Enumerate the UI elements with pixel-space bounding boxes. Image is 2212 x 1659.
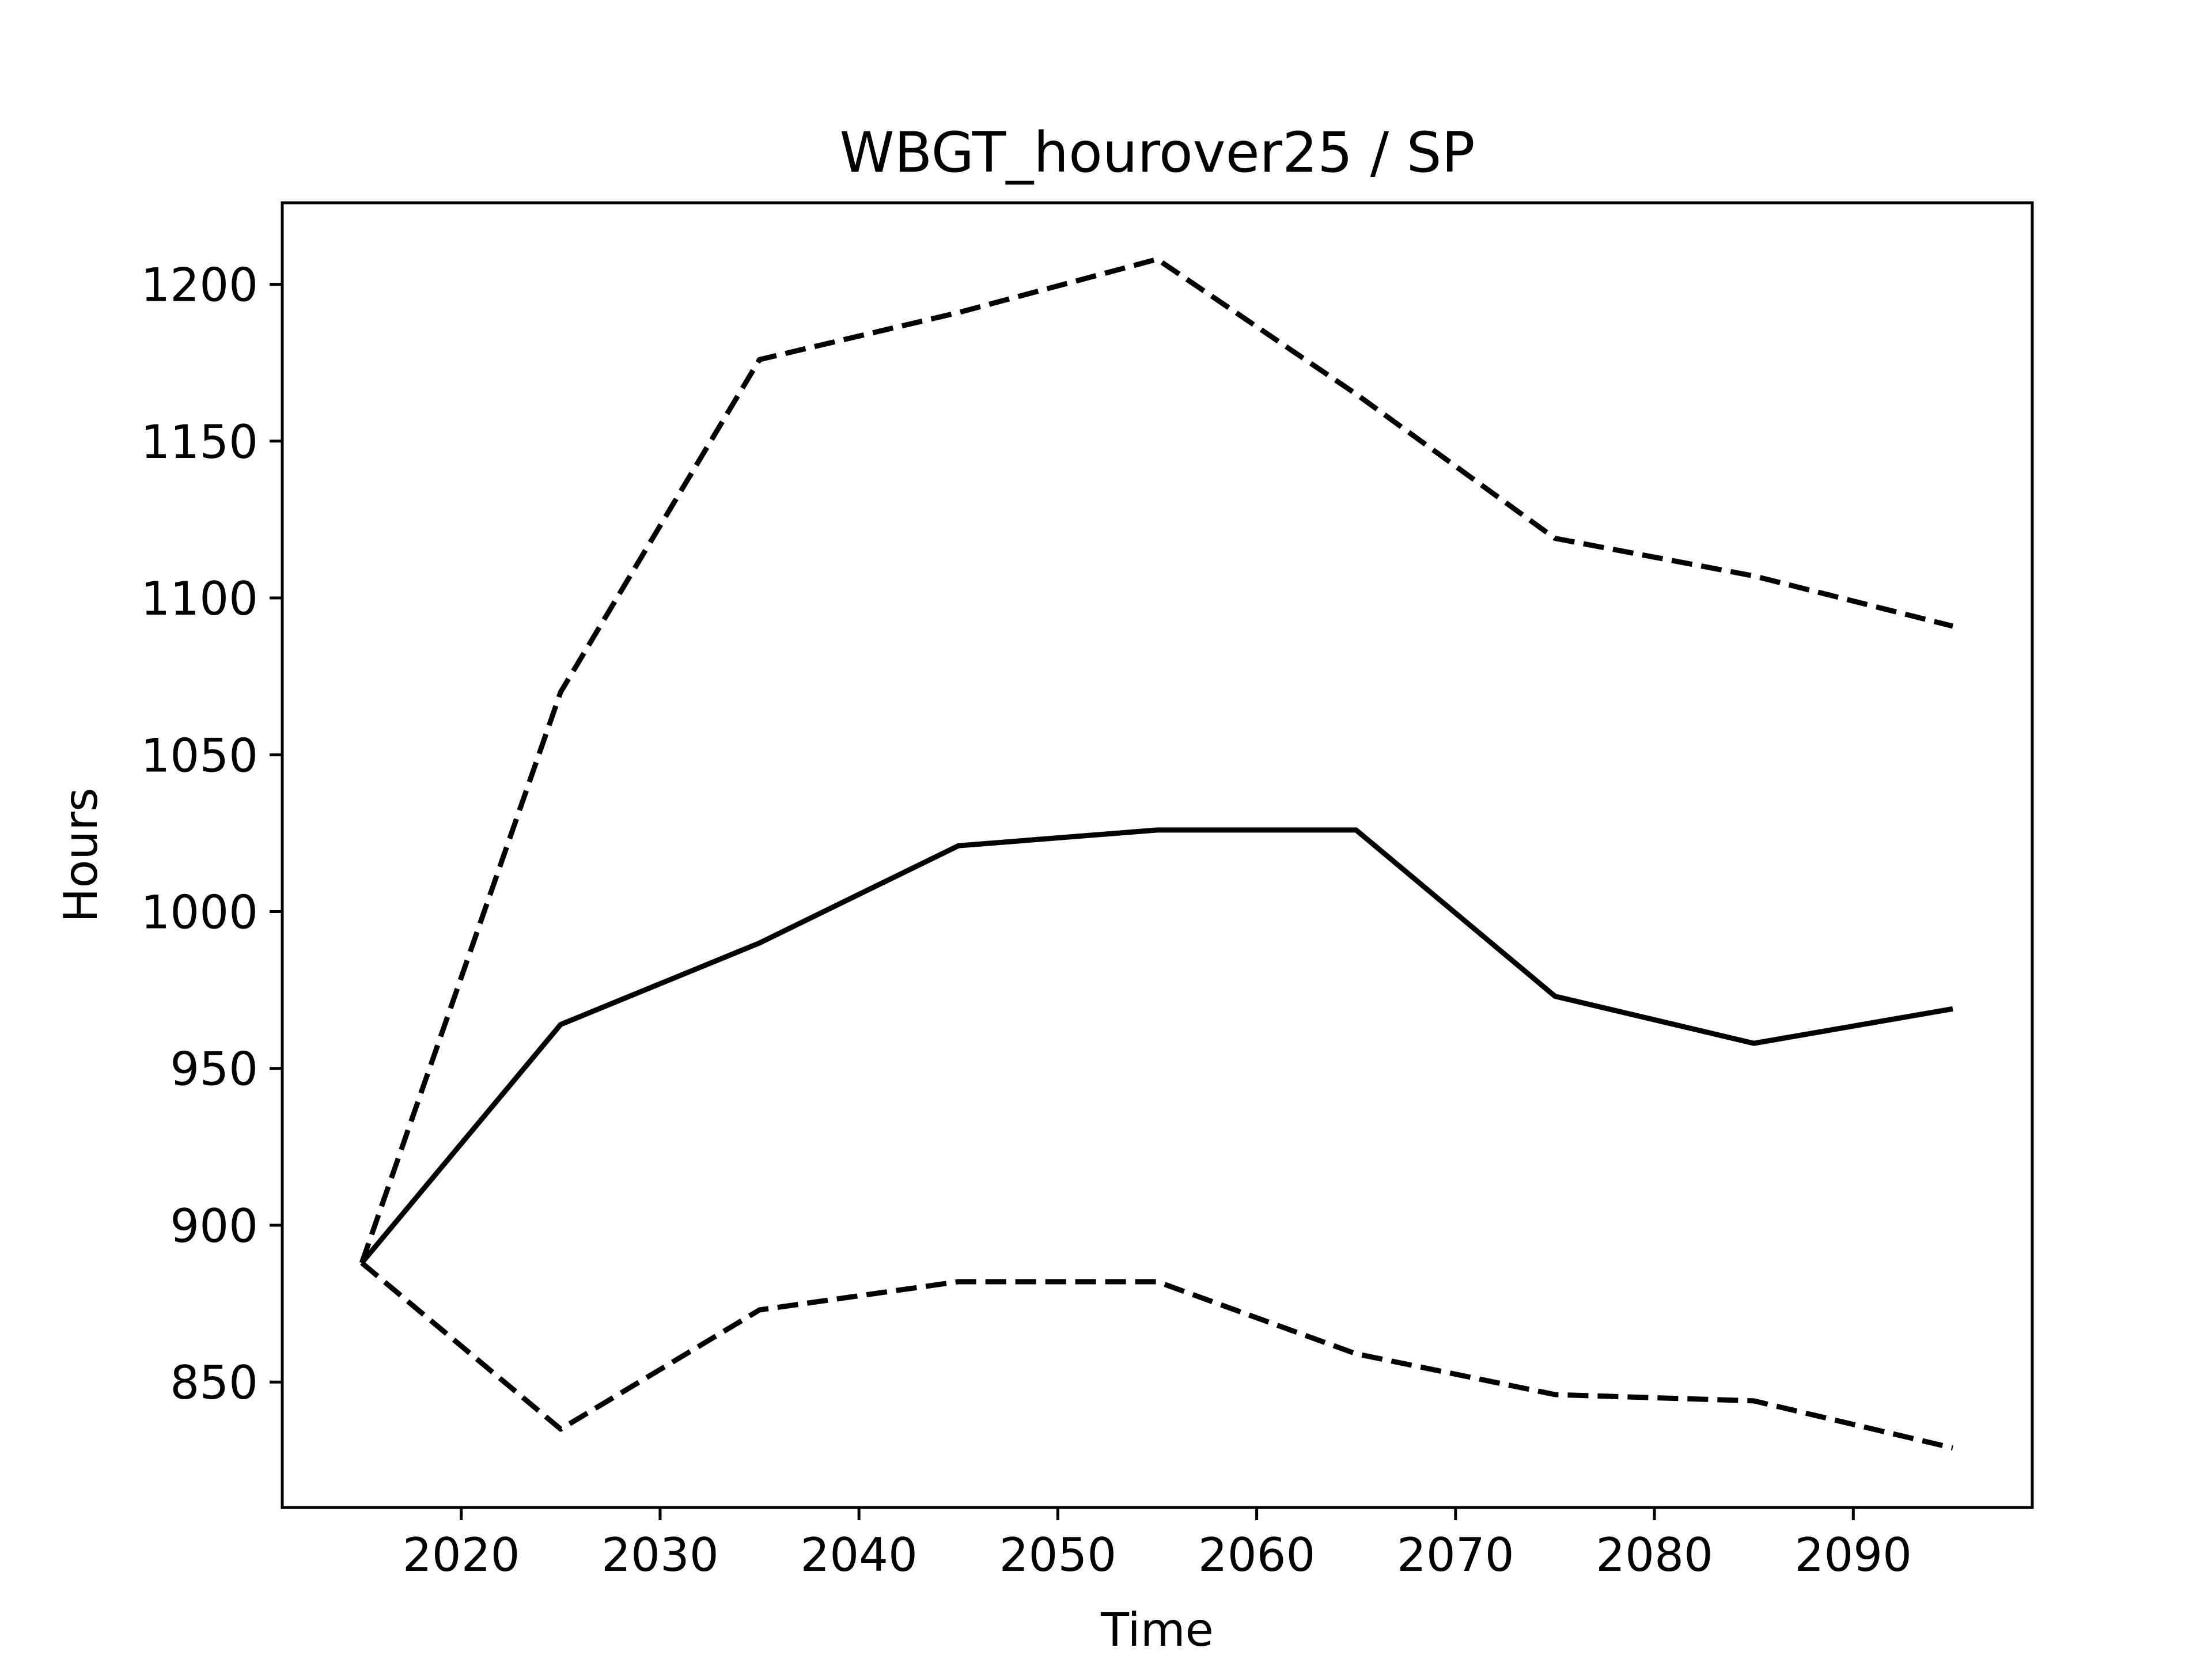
- x-tick-label: 2090: [1794, 1528, 1912, 1582]
- x-tick-label: 2060: [1198, 1528, 1316, 1582]
- y-tick-label: 1150: [141, 415, 258, 469]
- median-series-line: [359, 827, 1953, 1265]
- lower-bound-series-line: [360, 1260, 1953, 1450]
- x-tick-label: 2020: [403, 1528, 520, 1582]
- x-tick-label: 2070: [1397, 1528, 1514, 1582]
- x-tick-label: 2080: [1596, 1528, 1713, 1582]
- y-tick-label: 900: [170, 1199, 258, 1253]
- x-tick-label: 2030: [601, 1528, 719, 1582]
- y-tick-label: 850: [170, 1356, 258, 1410]
- x-tick-label: 2050: [999, 1528, 1117, 1582]
- series-layer: [359, 256, 1954, 1450]
- chart-title: WBGT_hourover25 / SP: [840, 120, 1475, 185]
- y-axis-label: Hours: [54, 787, 108, 922]
- y-tick-label: 1200: [141, 259, 258, 312]
- upper-bound-series-line: [359, 256, 1954, 1264]
- tick-layer: 2020 2030 2040 2050 2060 2070 2080 2090 850 900 95…: [141, 259, 1912, 1582]
- x-tick-label: 2040: [800, 1528, 918, 1582]
- x-axis-label: Time: [1100, 1603, 1214, 1657]
- y-tick-label: 950: [170, 1043, 258, 1096]
- y-tick-label: 1000: [141, 886, 258, 940]
- y-tick-label: 1100: [141, 572, 258, 626]
- plot-frame: [281, 201, 2034, 1509]
- y-tick-label: 1050: [141, 729, 258, 782]
